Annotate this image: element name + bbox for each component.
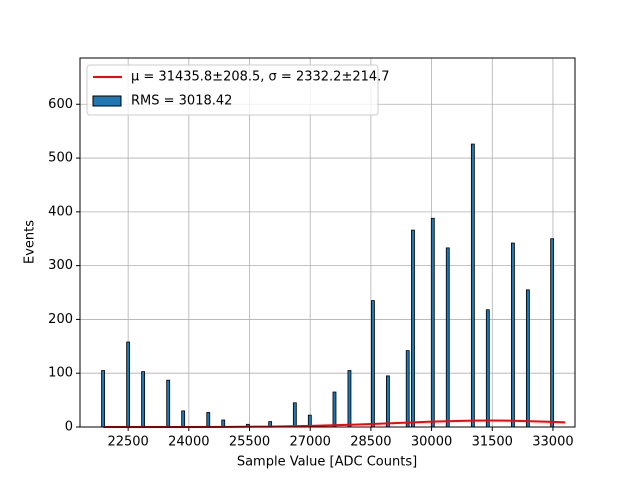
bar: [411, 229, 415, 428]
bar: [485, 309, 490, 428]
x-axis-label: Sample Value [ADC Counts]: [237, 455, 417, 470]
y-tick-label: 400: [48, 204, 73, 219]
y-tick-label: 200: [48, 312, 73, 327]
y-axis-label: Events: [23, 220, 38, 264]
x-tick-label: 31500: [472, 435, 513, 450]
bar: [371, 300, 375, 428]
bar: [445, 247, 450, 428]
bar: [385, 375, 390, 428]
bar: [181, 410, 186, 428]
y-tick-label: 500: [48, 151, 73, 166]
bar: [430, 217, 435, 428]
x-tick-label: 22500: [107, 435, 148, 450]
x-tick-label: 33000: [532, 435, 573, 450]
bar: [550, 238, 555, 428]
bar: [470, 143, 475, 428]
bar: [510, 242, 515, 428]
x-tick-label: 25500: [229, 435, 270, 450]
x-tick-label: 28500: [350, 435, 391, 450]
legend-patch: [92, 95, 122, 107]
legend-label: RMS = 3018.42: [131, 94, 232, 109]
bar: [166, 379, 171, 428]
bar: [101, 370, 105, 428]
y-tick-label: 300: [48, 258, 73, 273]
bar: [206, 412, 211, 428]
legend-label: μ = 31435.8±208.5, σ = 2332.2±214.7: [131, 70, 390, 85]
bar: [347, 370, 352, 428]
bar: [332, 391, 337, 428]
bar: [141, 371, 146, 428]
bar: [126, 341, 131, 428]
bar: [292, 402, 297, 428]
x-tick-label: 30000: [411, 435, 452, 450]
bar: [525, 289, 530, 428]
bar: [405, 350, 410, 428]
y-tick-label: 600: [48, 97, 73, 112]
plot-frame: [79, 57, 576, 428]
y-tick-label: 100: [48, 366, 73, 381]
x-tick-label: 24000: [168, 435, 209, 450]
legend-box: [86, 64, 379, 116]
y-tick-label: 0: [65, 420, 73, 435]
x-tick-label: 27000: [290, 435, 331, 450]
